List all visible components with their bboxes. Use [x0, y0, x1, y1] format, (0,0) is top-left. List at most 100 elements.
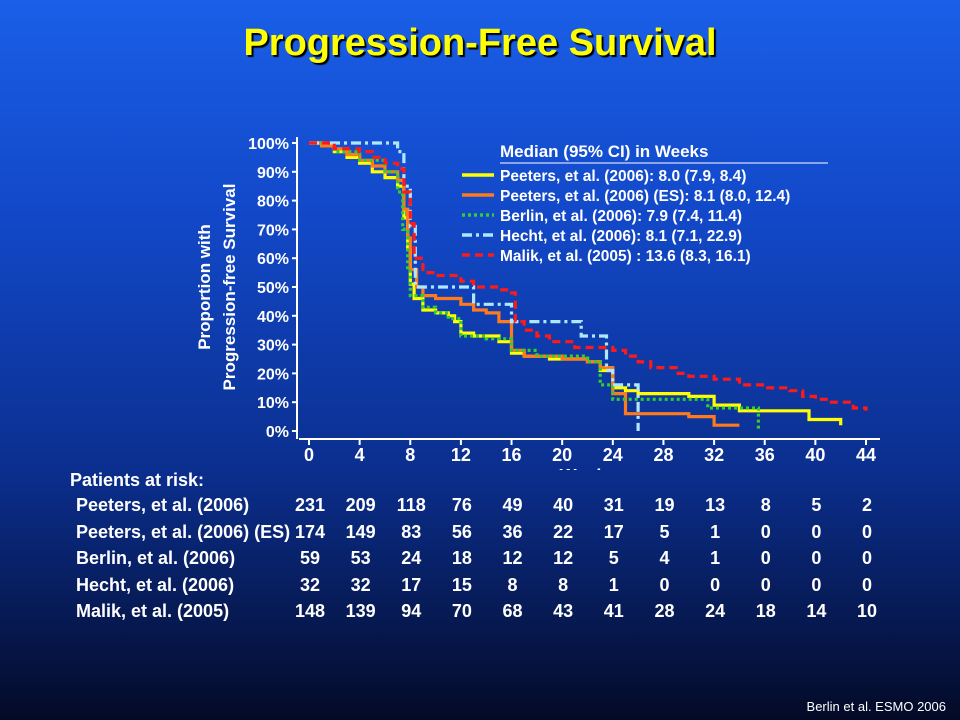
risk-table-row: Malik, et al. (2005) 148 139 94 70 68 43 41 28 24… — [70, 598, 890, 625]
risk-count-cell: 41 — [603, 601, 624, 621]
risk-count-cell: 2 — [861, 495, 872, 515]
risk-count-cell: 24 — [705, 601, 726, 621]
y-tick-label: 10% — [257, 395, 289, 412]
y-axis-title: Progression-free Survival — [220, 184, 239, 391]
risk-count-cell: 0 — [659, 574, 670, 595]
y-tick-label: 90% — [257, 165, 289, 182]
series-line-4 — [309, 141, 640, 431]
x-tick-label: 12 — [451, 445, 471, 465]
risk-count-cell: 0 — [760, 521, 771, 542]
x-tick-label: 40 — [805, 445, 825, 465]
y-tick-label: 50% — [257, 280, 289, 297]
y-tick-label: 30% — [257, 338, 289, 355]
chart-axes: 0 4 8 12 16 20 24 28 32 36 40 44 0% 10% 20% 30% 40% 50% 60… — [195, 136, 880, 470]
x-tick-label: 24 — [603, 445, 623, 465]
risk-count-cell: 28 — [654, 601, 675, 621]
y-tick-label: 0% — [266, 424, 289, 441]
risk-count-cell: 0 — [760, 548, 771, 568]
y-tick-label: 70% — [257, 222, 289, 239]
risk-count-cell: 0 — [760, 574, 771, 595]
risk-count-cell: 22 — [553, 521, 574, 542]
risk-count-cell: 53 — [350, 548, 371, 568]
chart-series — [309, 141, 868, 431]
x-tick-label: 36 — [755, 445, 775, 465]
risk-count-cell: 13 — [705, 495, 726, 515]
risk-row-label: Hecht, et al. (2006) — [76, 574, 235, 595]
risk-count-cell: 12 — [553, 548, 574, 568]
risk-count-cell: 149 — [345, 521, 376, 542]
chart-legend: Median (95% CI) in Weeks Peeters, et al. … — [462, 142, 828, 265]
x-tick-label: 28 — [653, 445, 673, 465]
y-tick-label: 60% — [257, 251, 289, 268]
risk-table-row: Berlin, et al. (2006) 59 53 24 18 12 12 5 4 1 0 0 0 — [70, 545, 890, 572]
x-tick-label: 4 — [355, 445, 365, 465]
source-citation: Berlin et al. ESMO 2006 — [806, 699, 946, 714]
risk-count-cell: 139 — [345, 601, 376, 621]
x-axis-title: Weeks — [560, 466, 617, 470]
risk-count-cell: 148 — [294, 601, 326, 621]
risk-row-label: Peeters, et al. (2006) (ES) — [76, 521, 291, 542]
legend-title: Median (95% CI) in Weeks — [500, 142, 708, 161]
risk-count-cell: 31 — [603, 495, 624, 515]
risk-count-cell: 0 — [710, 574, 721, 595]
risk-table-row: Peeters, et al. (2006) 231 209 118 76 49 40 31 1… — [70, 492, 890, 519]
slide-title: Progression-Free Survival — [243, 22, 717, 64]
y-tick-label: 20% — [257, 366, 289, 383]
risk-count-cell: 70 — [451, 601, 472, 621]
y-axis-title: Proportion with — [195, 224, 214, 350]
risk-count-cell: 83 — [401, 521, 422, 542]
risk-table-title: Patients at risk: — [70, 470, 205, 490]
risk-count-cell: 12 — [502, 548, 523, 568]
risk-count-cell: 17 — [401, 574, 422, 595]
risk-count-cell: 5 — [659, 521, 670, 542]
risk-count-cell: 17 — [603, 521, 624, 542]
risk-count-cell: 40 — [553, 495, 574, 515]
risk-count-cell: 0 — [811, 521, 822, 542]
risk-count-cell: 5 — [608, 548, 619, 568]
x-tick-label: 0 — [304, 445, 314, 465]
legend-entry-3: Berlin, et al. (2006): 7.9 (7.4, 11.4) — [500, 208, 742, 225]
legend-entry-1: Peeters, et al. (2006): 8.0 (7.9, 8.4) — [500, 168, 746, 185]
risk-table-row: Hecht, et al. (2006) 32 32 17 15 8 8 1 0 0 0 0 0 — [70, 572, 890, 599]
risk-table-row: Peeters, et al. (2006) (ES) 174 149 83 56 36 2… — [70, 519, 890, 546]
legend-entry-5: Malik, et al. (2005) : 13.6 (8.3, 16.1) — [500, 248, 751, 265]
x-tick-label: 20 — [552, 445, 572, 465]
risk-count-cell: 10 — [856, 601, 878, 621]
risk-count-cell: 0 — [811, 574, 822, 595]
y-tick-label: 80% — [257, 194, 289, 211]
risk-count-cell: 68 — [502, 601, 523, 621]
series-line-2 — [309, 141, 740, 427]
risk-count-cell: 8 — [558, 574, 569, 595]
x-tick-label: 8 — [405, 445, 415, 465]
risk-count-cell: 209 — [345, 495, 376, 515]
risk-count-cell: 49 — [502, 495, 523, 515]
risk-count-cell: 0 — [861, 548, 872, 568]
risk-count-cell: 8 — [507, 574, 518, 595]
risk-count-cell: 19 — [654, 495, 675, 515]
risk-count-cell: 18 — [451, 548, 472, 568]
pfs-chart: 0 4 8 12 16 20 24 28 32 36 40 44 0% 10% 20% 30% 40% 50% 60… — [195, 136, 880, 470]
risk-table-rows: Peeters, et al. (2006) 231 209 118 76 49 40 31 1… — [70, 492, 890, 625]
x-tick-label: 16 — [502, 445, 522, 465]
risk-count-cell: 56 — [451, 521, 472, 542]
legend-entry-4: Hecht, et al. (2006): 8.1 (7.1, 22.9) — [500, 228, 742, 245]
risk-count-cell: 8 — [760, 495, 771, 515]
x-tick-label: 44 — [856, 445, 876, 465]
risk-count-cell: 36 — [502, 521, 523, 542]
series-line-3 — [309, 141, 760, 431]
risk-count-cell: 94 — [401, 601, 422, 621]
risk-count-cell: 18 — [755, 601, 776, 621]
risk-count-cell: 32 — [350, 574, 371, 595]
risk-count-cell: 231 — [294, 495, 326, 515]
risk-count-cell: 5 — [811, 495, 822, 515]
x-tick-label: 32 — [704, 445, 724, 465]
series-line-1 — [309, 141, 843, 426]
y-tick-label: 100% — [248, 136, 289, 153]
risk-count-cell: 4 — [659, 548, 670, 568]
risk-count-cell: 43 — [553, 601, 574, 621]
patients-at-risk-table: Patients at risk: Peeters, et al. (2006)… — [70, 468, 890, 625]
risk-count-cell: 14 — [806, 601, 827, 621]
legend-entry-2: Peeters, et al. (2006) (ES): 8.1 (8.0, 1… — [500, 188, 790, 205]
risk-row-label: Berlin, et al. (2006) — [76, 548, 236, 568]
risk-count-cell: 1 — [710, 521, 721, 542]
